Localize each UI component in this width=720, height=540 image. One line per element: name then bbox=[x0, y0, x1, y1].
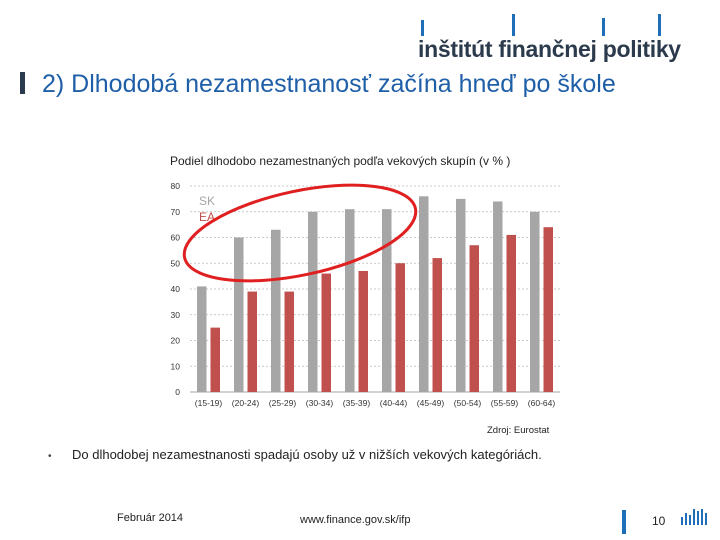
y-tick-label: 30 bbox=[171, 310, 181, 320]
bar-sk bbox=[530, 211, 540, 392]
x-tick-label: (15-19) bbox=[195, 398, 223, 408]
bar-ea bbox=[395, 263, 405, 392]
x-tick-label: (25-29) bbox=[269, 398, 297, 408]
bullet-icon: • bbox=[48, 451, 52, 462]
y-tick-label: 80 bbox=[171, 181, 181, 191]
y-tick-label: 40 bbox=[171, 284, 181, 294]
x-tick-label: (55-59) bbox=[491, 398, 519, 408]
bar-sk bbox=[308, 211, 318, 392]
footer-accent-bar bbox=[622, 510, 626, 534]
bar-sk bbox=[419, 196, 429, 392]
bar-ea bbox=[247, 291, 257, 392]
bar-ea bbox=[284, 291, 294, 392]
logo-bar-icon bbox=[512, 14, 515, 36]
y-tick-label: 20 bbox=[171, 336, 181, 346]
bar-sk bbox=[382, 209, 392, 392]
y-tick-label: 60 bbox=[171, 233, 181, 243]
x-tick-label: (50-54) bbox=[454, 398, 482, 408]
x-tick-label: (35-39) bbox=[343, 398, 371, 408]
bar-sk bbox=[197, 286, 207, 392]
logo: inštitút finančnej politiky bbox=[418, 14, 698, 64]
y-tick-label: 10 bbox=[171, 361, 181, 371]
highlight-ellipse bbox=[182, 183, 418, 283]
x-tick-label: (45-49) bbox=[417, 398, 445, 408]
chart-bars bbox=[197, 196, 553, 392]
bullet-text: Do dlhodobej nezamestnanosti spadajú oso… bbox=[72, 447, 542, 462]
bar-ea bbox=[321, 273, 331, 392]
slide-title: 2) Dlhodobá nezamestnanosť začína hneď p… bbox=[42, 70, 616, 98]
logo-bar-icon bbox=[602, 18, 605, 36]
y-axis-ticks: 0 10 20 30 40 50 60 70 80 bbox=[171, 181, 181, 397]
logo-bars-icon bbox=[681, 509, 709, 525]
y-tick-label: 0 bbox=[175, 387, 180, 397]
x-tick-label: (30-34) bbox=[306, 398, 334, 408]
chart-title: Podiel dlhodobo nezamestnaných podľa vek… bbox=[170, 154, 511, 168]
logo-bar-icon bbox=[658, 14, 661, 36]
bar-ea bbox=[358, 270, 368, 392]
logo-text: inštitút finančnej politiky bbox=[418, 36, 681, 62]
x-tick-label: (20-24) bbox=[232, 398, 260, 408]
bar-sk bbox=[345, 209, 355, 392]
page-number: 10 bbox=[652, 514, 666, 528]
bar-ea bbox=[210, 327, 220, 392]
bar-sk bbox=[493, 201, 503, 392]
bar-sk bbox=[271, 229, 281, 392]
bar-ea bbox=[543, 227, 553, 392]
logo-bar-icon bbox=[421, 20, 424, 36]
chart-gridlines bbox=[190, 185, 560, 393]
footer-date: Február 2014 bbox=[117, 512, 184, 524]
chart-source: Zdroj: Eurostat bbox=[487, 425, 550, 436]
x-tick-label: (40-44) bbox=[380, 398, 408, 408]
bar-ea bbox=[469, 245, 479, 392]
bar-ea bbox=[432, 258, 442, 392]
bar-ea bbox=[506, 234, 516, 392]
legend-item-sk: SK bbox=[199, 194, 215, 208]
x-tick-label: (60-64) bbox=[528, 398, 556, 408]
x-axis-ticks: (15-19) (20-24) (25-29) (30-34) (35-39) (40-4… bbox=[195, 398, 556, 408]
title-accent-bar bbox=[20, 72, 25, 94]
y-tick-label: 50 bbox=[171, 258, 181, 268]
bar-sk bbox=[456, 198, 466, 392]
bar-sk bbox=[234, 237, 244, 392]
y-tick-label: 70 bbox=[171, 207, 181, 217]
footer-url[interactable]: www.finance.gov.sk/ifp bbox=[300, 514, 411, 526]
